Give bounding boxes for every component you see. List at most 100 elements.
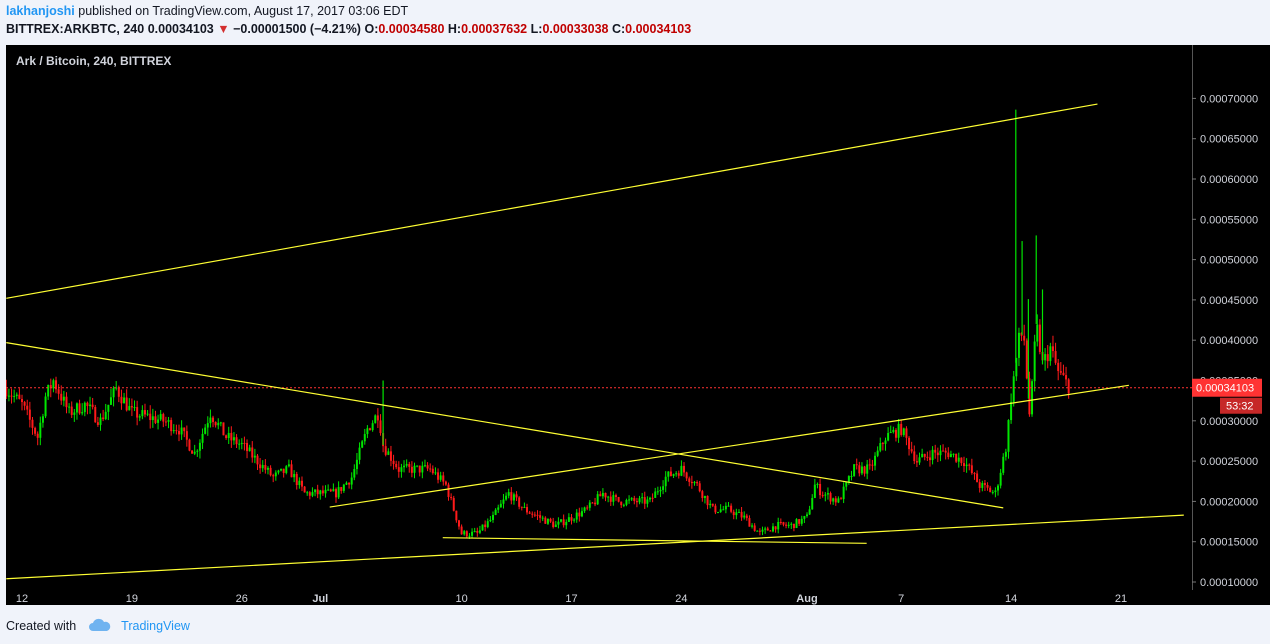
candle-body <box>300 480 303 487</box>
candle-body <box>256 455 259 465</box>
candle-body <box>779 521 782 523</box>
candle-body <box>523 507 526 509</box>
candle-body <box>957 457 960 462</box>
candle-body <box>62 396 65 401</box>
time-axis[interactable]: 12 19 26 Jul 10 17 24 Aug 7 14 21 <box>6 590 1192 605</box>
candle-body <box>683 465 686 473</box>
candle-body <box>1065 375 1068 380</box>
current-price-label: 0.00034103 <box>1196 383 1254 395</box>
candle-body <box>544 517 547 524</box>
candle-body <box>536 514 539 516</box>
candle-body <box>928 457 931 461</box>
candle-body <box>162 414 165 422</box>
candle-body <box>698 483 701 492</box>
candle-body <box>287 464 290 467</box>
chart-plot-area[interactable]: Ark / Bitcoin, 240, BITTREX <box>6 45 1192 605</box>
tradingview-cloud-icon <box>88 618 112 635</box>
candle-body <box>447 484 450 497</box>
tradingview-brand-link[interactable]: TradingView <box>121 618 190 633</box>
candle-body <box>701 491 704 499</box>
candle-body <box>737 511 740 513</box>
candle-body <box>31 419 34 428</box>
close-label: C: <box>611 22 626 36</box>
candle-body <box>806 514 808 517</box>
candle-body <box>13 395 16 397</box>
candle-body <box>766 528 769 531</box>
time-tick-label: 21 <box>1115 593 1127 605</box>
candle-body <box>554 524 557 528</box>
candle-body <box>55 380 58 390</box>
candle-body <box>486 521 489 528</box>
candle-body <box>915 461 918 463</box>
candle-body <box>955 453 958 462</box>
candle-body <box>533 514 536 516</box>
price-axis[interactable]: 0.000050000.000100000.000150000.00020000… <box>1192 45 1270 629</box>
candle-body <box>308 492 311 496</box>
candle-body <box>758 530 761 532</box>
candle-body <box>1044 354 1047 361</box>
candle-body <box>251 447 254 458</box>
candle-body <box>232 437 235 441</box>
candle-body <box>963 463 965 467</box>
chart-canvas[interactable] <box>6 45 1192 590</box>
candle-body <box>1036 324 1039 342</box>
candle-body <box>230 432 233 441</box>
candle-body <box>688 478 691 482</box>
candle-body <box>34 427 37 434</box>
candle-body <box>656 491 659 493</box>
candle-body <box>939 450 942 456</box>
chart-header: lakhanjoshi published on TradingView.com… <box>6 2 1266 38</box>
candle-body <box>282 468 285 473</box>
candle-body <box>748 518 751 527</box>
candle-body <box>314 489 317 493</box>
candle-body <box>157 419 160 423</box>
candle-body <box>476 530 479 533</box>
candle-body <box>204 427 207 434</box>
candle-body <box>633 498 636 501</box>
candle-body <box>146 413 149 415</box>
candle-body <box>638 498 641 503</box>
candle-body <box>366 428 369 435</box>
candle-body <box>384 446 387 455</box>
candle-body <box>918 457 921 463</box>
candle-body <box>1049 346 1052 362</box>
candle-body <box>515 494 518 498</box>
candle-body <box>175 430 178 432</box>
candle-body <box>274 472 277 477</box>
candle-body <box>1023 335 1026 341</box>
candle-body <box>426 465 429 469</box>
price-axis-canvas[interactable]: 0.000050000.000100000.000150000.00020000… <box>1192 45 1270 629</box>
candle-body <box>136 407 139 418</box>
candle-body <box>421 465 424 473</box>
price-tick-label: 0.00060000 <box>1200 174 1258 186</box>
username-link[interactable]: lakhanjoshi <box>6 4 75 18</box>
candle-body <box>732 511 735 516</box>
candle-body <box>120 396 123 404</box>
candle-body <box>614 495 617 497</box>
candle-body <box>227 432 230 439</box>
candle-body <box>172 430 175 432</box>
candle-body <box>183 427 186 432</box>
candle-body <box>868 464 871 466</box>
candle-body <box>743 515 746 518</box>
candle-body <box>86 402 89 407</box>
candle-body <box>193 451 196 454</box>
candle-body <box>329 489 332 492</box>
candle-body <box>478 530 481 533</box>
footer: Created with TradingView <box>6 618 190 638</box>
candle-body <box>395 463 398 468</box>
time-tick-label: 26 <box>236 593 248 605</box>
candle-body <box>376 415 379 421</box>
candle-body <box>298 480 301 486</box>
time-axis-canvas[interactable]: 12 19 26 Jul 10 17 24 Aug 7 14 21 <box>6 590 1192 605</box>
candle-body <box>47 385 50 397</box>
candle-body <box>1038 324 1041 352</box>
candle-body <box>83 402 86 413</box>
candle-body <box>994 490 997 493</box>
candle-body <box>413 465 416 473</box>
candle-body <box>295 473 298 486</box>
candle-body <box>363 434 366 442</box>
candle-body <box>235 437 238 445</box>
price-tick-label: 0.00050000 <box>1200 255 1258 267</box>
candle-body <box>439 475 442 480</box>
